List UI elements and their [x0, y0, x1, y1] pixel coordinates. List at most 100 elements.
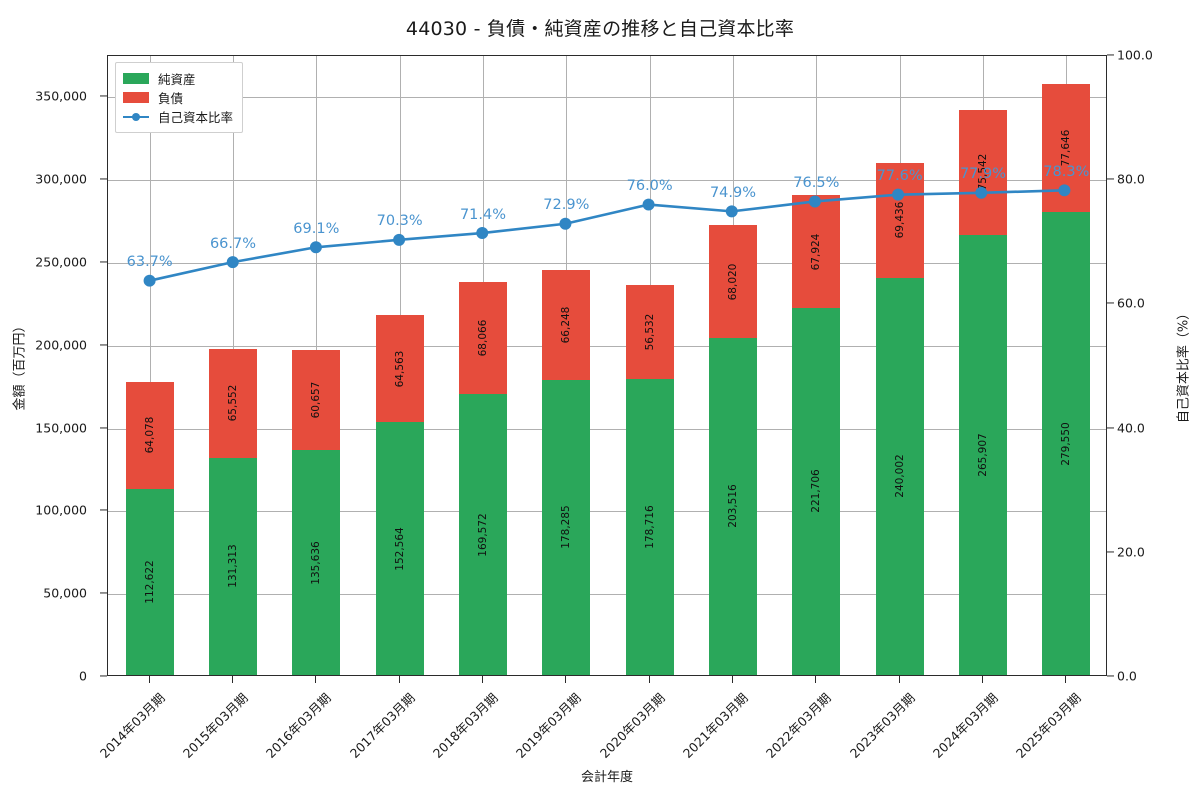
bar-segment-equity[interactable]: 240,002	[875, 277, 924, 675]
bar-segment-equity[interactable]: 131,313	[208, 457, 258, 675]
legend-item-ratio[interactable]: 自己資本比率	[123, 107, 233, 126]
ratio-data-point[interactable]	[393, 233, 406, 246]
bar-segment-liability[interactable]: 68,020	[708, 225, 758, 338]
y-tick-label-right: 0.0	[1117, 668, 1137, 684]
y-tick-label-left: 50,000	[43, 585, 87, 601]
ratio-data-point[interactable]	[476, 227, 489, 240]
gridline-vertical	[149, 56, 151, 675]
y-tick-label-left: 200,000	[35, 337, 87, 353]
plot-area: 112,622 64,078 131,313 65,552 135,636 60,657 1…	[107, 55, 1107, 676]
bar-segment-liability[interactable]: 67,924	[792, 195, 841, 308]
x-tick-label: 2016年03月期	[263, 690, 335, 761]
x-tick-mark	[648, 676, 650, 683]
y-tick-label-right: 60.0	[1117, 295, 1145, 311]
y-tick-mark-right	[1107, 551, 1114, 553]
y-tick-label-right: 80.0	[1117, 171, 1145, 187]
x-tick-label: 2025年03月期	[1013, 690, 1085, 761]
ratio-data-point[interactable]	[892, 188, 905, 201]
bar-segment-equity[interactable]: 178,285	[542, 379, 591, 675]
legend-item-equity[interactable]: 純資産	[123, 69, 233, 88]
y-tick-label-left: 300,000	[35, 171, 87, 187]
bar-segment-equity[interactable]: 135,636	[292, 450, 341, 675]
y-tick-label-right: 40.0	[1117, 420, 1145, 436]
bar-stack[interactable]: 178,285 66,248	[542, 270, 591, 675]
y-tick-mark-left	[100, 178, 107, 180]
ratio-data-point[interactable]	[642, 198, 655, 211]
legend-line-marker-icon	[123, 111, 149, 122]
x-tick-label: 2021年03月期	[679, 690, 751, 761]
bar-segment-liability[interactable]: 56,532	[625, 285, 674, 380]
bar-segment-equity[interactable]: 169,572	[458, 394, 508, 675]
x-tick-mark	[732, 676, 734, 683]
bar-stack[interactable]: 279,550 77,646	[1042, 83, 1091, 675]
bar-segment-liability[interactable]: 60,657	[292, 349, 341, 451]
bar-segment-liability[interactable]: 69,436	[875, 162, 924, 278]
gridline-horizontal	[108, 594, 1106, 596]
x-tick-label: 2023年03月期	[846, 690, 918, 761]
bar-stack[interactable]: 221,706 67,924	[792, 195, 841, 675]
legend-item-liability[interactable]: 負債	[123, 88, 233, 107]
ratio-data-point[interactable]	[975, 186, 988, 199]
ratio-line-series	[143, 184, 1071, 287]
y-tick-mark-left	[100, 95, 107, 97]
y-tick-mark-left	[100, 592, 107, 594]
gridline-horizontal	[108, 263, 1106, 264]
bar-segment-liability[interactable]: 75,542	[958, 109, 1008, 235]
bar-segment-equity[interactable]: 221,706	[792, 307, 841, 675]
bar-stack[interactable]: 240,002 69,436	[875, 162, 924, 675]
bar-stack[interactable]: 131,313 65,552	[208, 349, 258, 675]
legend-label-equity: 純資産	[158, 72, 196, 87]
gridline-horizontal	[108, 345, 1106, 347]
bar-stack[interactable]: 135,636 60,657	[292, 349, 341, 675]
bar-segment-liability[interactable]: 64,563	[375, 315, 424, 423]
ratio-data-point[interactable]	[808, 195, 821, 208]
bar-segment-equity[interactable]: 279,550	[1042, 212, 1091, 675]
x-tick-label: 2018年03月期	[429, 690, 501, 761]
x-tick-mark	[148, 676, 150, 683]
bar-segment-equity[interactable]: 152,564	[375, 422, 424, 675]
ratio-data-point[interactable]	[143, 274, 156, 287]
bar-stack[interactable]: 265,907 75,542	[958, 109, 1008, 675]
y-tick-mark-left	[100, 261, 107, 263]
x-axis-label: 会計年度	[580, 770, 634, 785]
bar-stack[interactable]: 152,564 64,563	[375, 315, 424, 675]
bar-stack[interactable]: 178,716 56,532	[625, 285, 674, 675]
bar-segment-equity[interactable]: 203,516	[708, 337, 758, 675]
y-tick-mark-right	[1107, 178, 1114, 180]
bar-segment-liability[interactable]: 66,248	[542, 270, 591, 380]
bar-segment-liability[interactable]: 64,078	[125, 382, 174, 489]
y-tick-mark-left	[100, 675, 107, 677]
y-tick-label-left: 0	[79, 668, 87, 684]
x-tick-label: 2019年03月期	[513, 690, 585, 761]
ratio-data-point[interactable]	[1058, 184, 1071, 197]
bar-segment-equity[interactable]: 265,907	[958, 234, 1008, 675]
bar-stack[interactable]: 203,516 68,020	[708, 225, 758, 675]
x-tick-mark	[565, 676, 567, 683]
chart-legend[interactable]: 純資産 負債 自己資本比率	[115, 62, 244, 133]
x-tick-mark	[982, 676, 984, 683]
x-tick-label: 2015年03月期	[179, 690, 251, 761]
bar-segment-liability[interactable]: 68,066	[458, 281, 508, 395]
x-tick-mark	[315, 676, 317, 683]
bar-segment-equity[interactable]: 112,622	[125, 488, 174, 675]
legend-label-ratio: 自己資本比率	[158, 110, 234, 125]
ratio-data-point[interactable]	[725, 205, 738, 218]
y-tick-label-left: 350,000	[35, 88, 87, 104]
bar-segment-liability[interactable]: 65,552	[208, 349, 258, 458]
y-tick-mark-left	[100, 344, 107, 346]
ratio-data-point[interactable]	[309, 241, 322, 254]
bar-stack[interactable]: 169,572 68,066	[458, 281, 508, 675]
y-tick-mark-right	[1107, 54, 1114, 56]
legend-swatch-red-icon	[123, 92, 149, 103]
y-axis-label-left: 金額（百万円）	[12, 319, 28, 411]
x-tick-label: 2017年03月期	[346, 690, 418, 761]
x-tick-mark	[898, 676, 900, 683]
ratio-data-point[interactable]	[226, 256, 239, 269]
bar-segment-equity[interactable]: 178,716	[625, 379, 674, 675]
y-tick-mark-right	[1107, 675, 1114, 677]
ratio-data-point[interactable]	[559, 217, 572, 230]
x-tick-label: 2014年03月期	[96, 690, 168, 761]
bar-stack[interactable]: 112,622 64,078	[125, 382, 174, 675]
y-tick-label-left: 150,000	[35, 420, 87, 436]
